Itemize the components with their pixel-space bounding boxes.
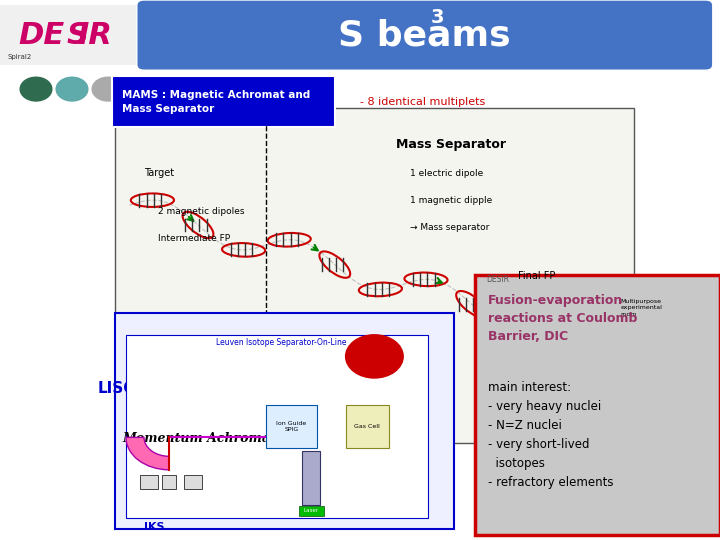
Text: Momentum Achromat: Momentum Achromat (122, 433, 276, 446)
Text: Intermediate FP: Intermediate FP (158, 234, 230, 243)
FancyBboxPatch shape (137, 0, 713, 70)
Text: LISOL: LISOL (97, 381, 146, 396)
FancyBboxPatch shape (184, 475, 202, 489)
Text: Target: Target (144, 168, 174, 178)
Text: DE: DE (18, 21, 64, 50)
FancyBboxPatch shape (475, 275, 720, 535)
Text: S: S (67, 21, 89, 50)
Text: 1 electric dipole: 1 electric dipole (410, 169, 484, 178)
FancyBboxPatch shape (126, 335, 428, 518)
Text: Mass Separator: Mass Separator (396, 138, 506, 151)
Text: Final FP: Final FP (518, 271, 556, 281)
FancyBboxPatch shape (266, 405, 317, 448)
FancyBboxPatch shape (115, 108, 634, 443)
Text: S beams: S beams (338, 18, 511, 52)
FancyBboxPatch shape (346, 405, 389, 448)
Text: Gas Cell: Gas Cell (354, 424, 380, 429)
Text: Ion Guide
SPIG: Ion Guide SPIG (276, 421, 307, 432)
Text: MAMS : Magnetic Achromat and
Mass Separator: MAMS : Magnetic Achromat and Mass Separa… (122, 90, 310, 113)
FancyBboxPatch shape (302, 451, 320, 505)
Circle shape (20, 77, 52, 101)
FancyBboxPatch shape (115, 313, 454, 529)
Text: - 8 identical multiplets: - 8 identical multiplets (360, 97, 485, 106)
Text: Multipurpose
experimental
room: Multipurpose experimental room (621, 299, 662, 316)
Text: 3: 3 (431, 8, 444, 28)
FancyBboxPatch shape (112, 76, 335, 127)
Circle shape (92, 77, 124, 101)
Text: → Mass separator: → Mass separator (410, 223, 490, 232)
Text: IKS: IKS (144, 522, 164, 531)
Text: Leuven Isotope Separator-On-Line: Leuven Isotope Separator-On-Line (215, 339, 346, 347)
Text: Spiral2: Spiral2 (7, 53, 32, 60)
FancyBboxPatch shape (162, 475, 176, 489)
Text: 1 magnetic dipple: 1 magnetic dipple (410, 196, 492, 205)
Text: Fusion-evaporation
reactions at Coulomb
Barrier, DIC: Fusion-evaporation reactions at Coulomb … (488, 294, 637, 343)
FancyBboxPatch shape (299, 506, 324, 516)
Text: IR: IR (77, 21, 112, 50)
FancyBboxPatch shape (0, 5, 144, 65)
Circle shape (56, 77, 88, 101)
Text: Laser: Laser (304, 508, 318, 514)
Wedge shape (126, 437, 169, 470)
Text: 2 magnetic dipoles: 2 magnetic dipoles (158, 207, 245, 216)
Text: main interest:
- very heavy nuclei
- N=Z nuclei
- very short-lived
  isotopes
- : main interest: - very heavy nuclei - N=Z… (488, 381, 613, 489)
FancyBboxPatch shape (140, 475, 158, 489)
Circle shape (346, 335, 403, 378)
Text: DESIR: DESIR (486, 274, 509, 284)
FancyBboxPatch shape (616, 292, 659, 324)
